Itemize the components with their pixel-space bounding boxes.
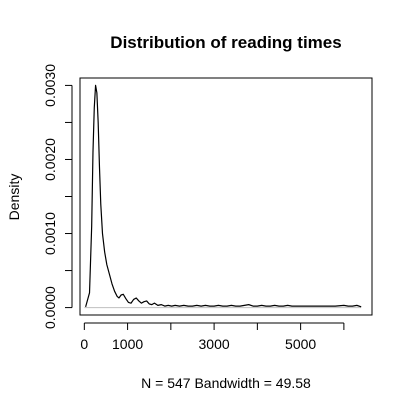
x-axis: 0 1000 3000 5000 bbox=[80, 322, 345, 352]
y-tick-label: 0.0030 bbox=[42, 64, 58, 107]
y-tick-label: 0.0020 bbox=[42, 138, 58, 181]
x-axis-label: N = 547 Bandwidth = 49.58 bbox=[141, 375, 311, 391]
chart-title: Distribution of reading times bbox=[110, 33, 341, 52]
y-axis-label: Density bbox=[6, 174, 22, 221]
x-tick-label: 0 bbox=[80, 336, 88, 352]
plot-frame bbox=[79, 77, 373, 316]
x-tick-label: 5000 bbox=[285, 336, 316, 352]
x-tick-label: 3000 bbox=[199, 336, 230, 352]
y-tick-label: 0.0000 bbox=[42, 286, 58, 329]
y-tick-label: 0.0010 bbox=[42, 212, 58, 255]
density-curve bbox=[85, 84, 362, 308]
y-axis: 0.0000 0.0010 0.0020 0.0030 bbox=[42, 64, 73, 329]
x-tick-label: 1000 bbox=[112, 336, 143, 352]
